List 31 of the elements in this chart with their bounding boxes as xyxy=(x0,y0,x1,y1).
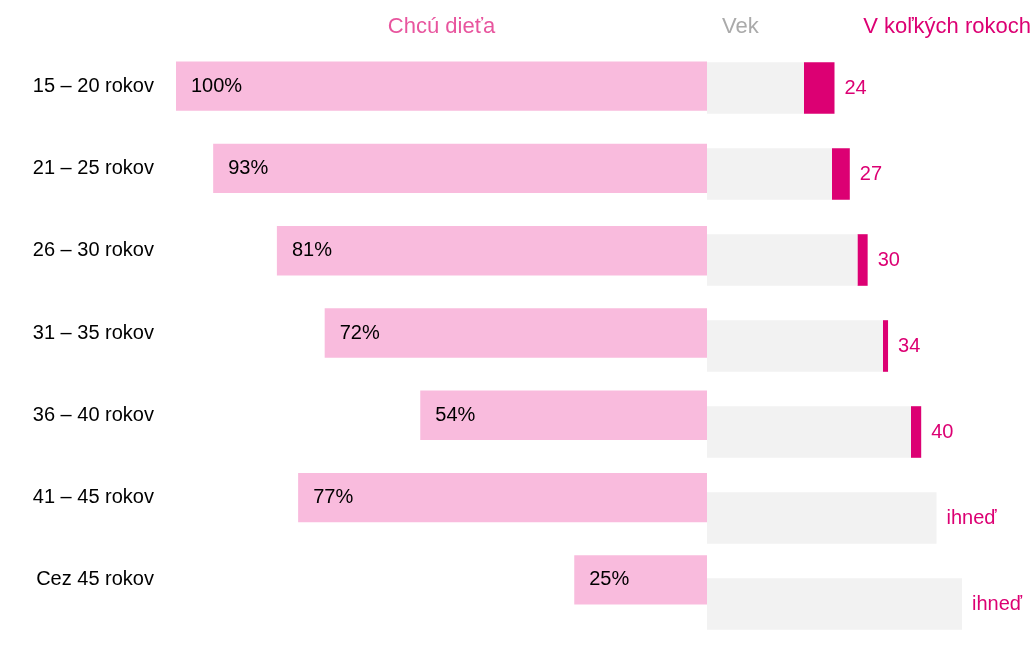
data-label: 54% xyxy=(435,402,476,425)
annotation: 27 xyxy=(859,161,883,184)
bar xyxy=(707,148,832,200)
y-tick-label: 15 – 20 rokov xyxy=(32,73,154,96)
data-label: 81% xyxy=(291,238,333,261)
annotation: 30 xyxy=(877,247,900,270)
y-tick-label: 21 – 25 rokov xyxy=(32,155,154,178)
bar xyxy=(857,234,868,286)
data-label: 25% xyxy=(589,567,630,590)
annotation: 34 xyxy=(898,333,921,356)
y-tick-label: Cez 45 rokov xyxy=(36,567,154,590)
y-tick-label: 41 – 45 rokov xyxy=(32,485,154,508)
annotation: ihneď xyxy=(946,505,998,528)
y-tick-label: 31 – 35 rokov xyxy=(32,320,154,343)
text: ihneď xyxy=(972,591,1023,614)
y-tick-label: 36 – 40 rokov xyxy=(32,402,154,425)
y-tick-label: 26 – 30 rokov xyxy=(32,238,154,261)
data-label: 100% xyxy=(191,73,243,96)
chart-title: Chcú dieťa xyxy=(387,13,496,39)
data-label: 72% xyxy=(339,320,380,343)
series-label: V koľkých rokoch xyxy=(863,13,1031,39)
annotation: 24 xyxy=(844,75,867,98)
data-label: 93% xyxy=(228,155,269,178)
series-label: Vek xyxy=(722,13,760,39)
bar xyxy=(882,320,889,372)
bar xyxy=(911,406,922,458)
bar xyxy=(831,148,850,200)
data-label: 77% xyxy=(313,485,354,508)
bar xyxy=(707,62,804,114)
bar xyxy=(803,62,835,114)
annotation: 40 xyxy=(931,419,954,442)
